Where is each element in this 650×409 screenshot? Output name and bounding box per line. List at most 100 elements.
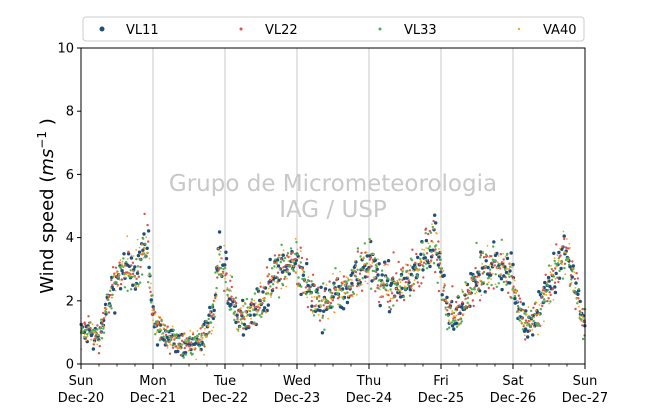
data-point: [533, 316, 536, 319]
data-point: [360, 251, 363, 255]
data-point: [118, 287, 123, 291]
data-point: [541, 289, 545, 292]
data-point: [486, 244, 489, 247]
data-point: [214, 271, 217, 274]
data-point: [218, 253, 221, 256]
data-point: [507, 272, 510, 274]
data-point: [303, 280, 306, 283]
data-point: [504, 276, 507, 279]
data-point: [467, 292, 471, 295]
data-point: [523, 334, 526, 337]
gridlines: [152, 48, 514, 364]
data-point: [323, 297, 326, 300]
data-point: [573, 277, 576, 281]
data-point: [283, 277, 286, 281]
data-point: [160, 333, 163, 335]
data-point: [307, 276, 310, 278]
data-point: [537, 313, 540, 316]
y-tick-label: 0: [66, 358, 74, 373]
data-point: [510, 274, 513, 278]
data-point: [203, 334, 206, 337]
data-point: [257, 288, 260, 291]
y-axis-label-exponent: −1: [35, 131, 49, 149]
data-point: [492, 265, 495, 268]
data-point: [122, 252, 126, 256]
data-point: [265, 266, 269, 269]
data-point: [482, 270, 486, 274]
data-point: [523, 312, 526, 315]
data-point: [358, 280, 360, 283]
data-point: [317, 299, 321, 303]
data-point: [209, 311, 212, 314]
data-point: [547, 278, 549, 281]
data-point: [495, 285, 498, 288]
data-point: [428, 264, 432, 269]
data-point: [135, 257, 138, 261]
data-point: [474, 292, 476, 295]
data-point: [480, 282, 484, 285]
data-point: [461, 288, 463, 291]
data-point: [395, 287, 398, 290]
data-point: [410, 287, 413, 290]
data-point: [504, 255, 507, 258]
data-point: [257, 303, 260, 306]
data-point: [439, 258, 443, 261]
data-point: [500, 261, 504, 264]
data-point: [472, 304, 475, 308]
data-point: [314, 308, 316, 310]
data-point: [481, 263, 484, 265]
data-point: [452, 327, 456, 331]
data-point: [437, 266, 441, 269]
data-point: [86, 333, 89, 336]
data-point: [244, 325, 247, 328]
data-point: [372, 278, 375, 281]
data-point: [107, 311, 111, 314]
data-point: [575, 298, 578, 300]
data-point: [114, 266, 118, 269]
data-point: [128, 273, 131, 276]
legend-entry-vl22: VL22: [239, 23, 298, 38]
data-point: [261, 297, 264, 300]
data-point: [317, 313, 320, 316]
data-point: [553, 257, 556, 260]
data-point: [499, 277, 504, 281]
data-point: [485, 292, 487, 295]
data-point: [166, 347, 169, 349]
data-point: [437, 254, 440, 257]
data-point: [409, 264, 412, 267]
data-point: [444, 313, 448, 316]
data-point: [543, 298, 546, 301]
data-point: [473, 288, 476, 291]
data-point: [203, 353, 205, 356]
data-point: [479, 279, 481, 282]
data-point: [239, 311, 242, 314]
data-point: [544, 273, 547, 276]
data-point: [231, 298, 234, 301]
data-point: [236, 318, 239, 321]
watermark: Grupo de Micrometeorologia IAG / USP: [169, 171, 497, 223]
data-point: [160, 319, 163, 323]
data-point: [434, 248, 437, 251]
data-point: [122, 257, 125, 260]
data-point: [233, 314, 236, 317]
data-point: [508, 275, 511, 278]
data-point: [225, 272, 228, 275]
data-point: [395, 299, 399, 302]
data-point: [94, 335, 97, 338]
data-point: [529, 319, 532, 322]
data-point: [463, 293, 466, 295]
data-point: [344, 284, 347, 287]
data-point: [268, 257, 272, 262]
data-point: [369, 287, 373, 290]
data-point: [161, 323, 164, 326]
data-point: [434, 221, 438, 225]
data-point: [334, 267, 337, 270]
data-point: [364, 280, 367, 283]
data-point: [526, 321, 529, 324]
data-point: [132, 255, 135, 257]
x-tick-date: Dec-24: [346, 391, 392, 406]
data-point: [359, 284, 362, 287]
data-point: [513, 279, 516, 282]
data-point: [328, 304, 332, 307]
